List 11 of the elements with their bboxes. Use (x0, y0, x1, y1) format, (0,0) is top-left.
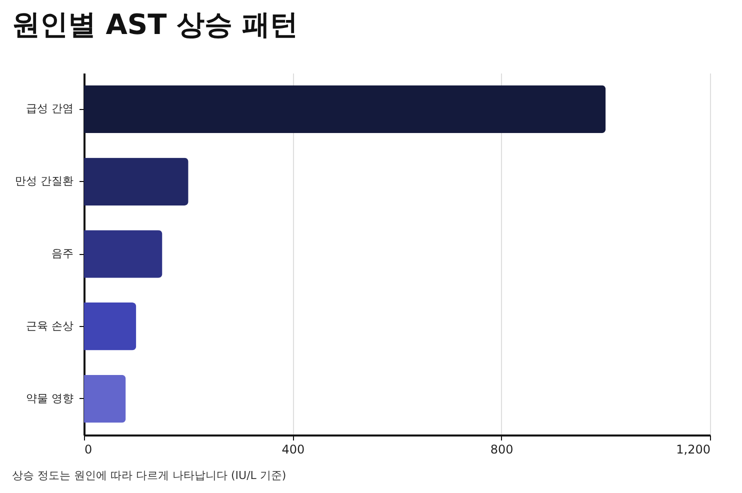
y-tick-label: 음주 (52, 247, 74, 260)
x-tick-label: 400 (282, 442, 305, 456)
x-tick-label: 0 (84, 442, 92, 456)
y-tick-label: 급성 간염 (26, 102, 74, 116)
x-tick-label: 800 (490, 442, 514, 456)
text: 상승 정도는 원인에 따라 다르게 나타납니다 (IU/L 기준) (12, 468, 286, 483)
chart-title: 원인별 AST 상승 패턴 (12, 7, 298, 43)
x-tick-label: 1,200 (676, 442, 710, 456)
y-tick-label: 만성 간질환 (15, 174, 74, 188)
y-tick-label: 근육 손상 (26, 319, 74, 332)
y-tick-label: 약물 영향 (26, 392, 74, 405)
